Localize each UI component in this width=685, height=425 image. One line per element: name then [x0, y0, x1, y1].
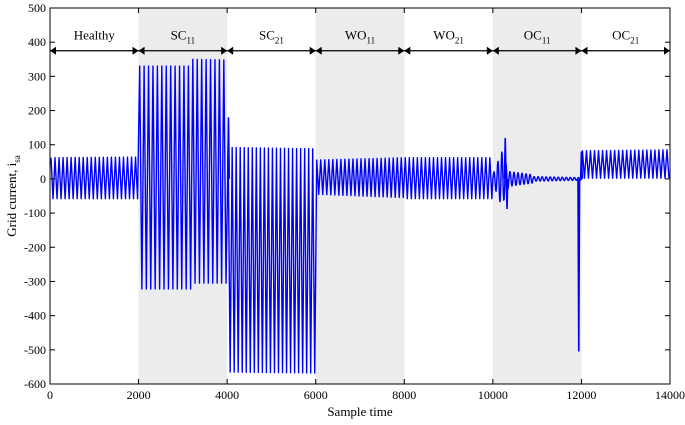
- segment-arrowhead-left-4: [404, 46, 411, 55]
- x-tick-label-4: 8000: [392, 388, 416, 402]
- plot-frame: [49, 7, 671, 385]
- segment-label-6: OC21: [612, 28, 639, 46]
- x-axis-ticks: 0 2000 4000 6000 8000 10000 12000 14000: [47, 8, 685, 402]
- segment-arrowhead-left-5: [492, 46, 499, 55]
- y-tick-label-6: 0: [40, 172, 46, 186]
- y-tick-label-10: 400: [28, 35, 46, 49]
- y-tick-label-9: 300: [28, 69, 46, 83]
- x-tick-label-7: 14000: [655, 388, 685, 402]
- segment-arrowhead-left-6: [581, 46, 588, 55]
- segment-arrowhead-left-2: [227, 46, 234, 55]
- y-tick-label-3: -300: [24, 274, 46, 288]
- signal-group: [50, 58, 670, 374]
- segment-label-3: WO11: [345, 28, 375, 46]
- segment-arrowhead-right-0: [132, 46, 139, 55]
- signal-spike-2: [505, 178, 509, 210]
- shaded-region-3: [315, 8, 405, 384]
- x-axis-title: Sample time: [327, 404, 393, 419]
- y-tick-label-1: -500: [24, 343, 46, 357]
- x-tick-label-2: 4000: [215, 388, 239, 402]
- segment-arrowhead-right-2: [309, 46, 316, 55]
- segment-label-2: SC21: [259, 28, 284, 46]
- x-tick-label-1: 2000: [127, 388, 151, 402]
- y-axis-title: Grid current, isa: [4, 155, 22, 237]
- y-tick-label-11: 500: [28, 1, 46, 15]
- segment-label-5: OC11: [524, 28, 551, 46]
- signal-spike-1: [503, 137, 507, 179]
- x-tick-label-6: 12000: [566, 388, 596, 402]
- y-axis-title-sub: sa: [12, 155, 22, 163]
- y-tick-label-8: 200: [28, 104, 46, 118]
- segment-label-4: WO21: [433, 28, 464, 46]
- y-tick-label-4: -200: [24, 240, 46, 254]
- segment-arrowhead-right-1: [221, 46, 228, 55]
- segment-arrowhead-right-5: [575, 46, 582, 55]
- x-tick-label-5: 10000: [478, 388, 508, 402]
- segment-label-0: Healthy: [74, 28, 116, 43]
- signal-spike-0: [226, 117, 231, 179]
- segment-label-1: SC11: [171, 28, 196, 46]
- segment-arrowhead-left-3: [315, 46, 322, 55]
- x-tick-label-0: 0: [47, 388, 53, 402]
- y-tick-label-2: -400: [24, 309, 46, 323]
- y-axis-title-main: Grid current, i: [4, 162, 19, 236]
- x-tick-label-3: 6000: [304, 388, 328, 402]
- segment-arrowhead-left-1: [138, 46, 145, 55]
- y-tick-label-7: 100: [28, 138, 46, 152]
- y-tick-label-5: -100: [24, 206, 46, 220]
- signal-spike-4: [579, 151, 584, 179]
- segment-arrowhead-right-6: [664, 46, 670, 55]
- shaded-regions: [138, 8, 582, 384]
- segment-annotations: Healthy SC11 SC21 WO11 WO21 OC11 OC21: [50, 28, 670, 55]
- y-axis-ticks: -600 -500 -400 -300 -200 -100 0 100 200 300 400 500: [24, 1, 670, 391]
- segment-arrowhead-right-3: [398, 46, 405, 55]
- series-line-0: [50, 58, 670, 374]
- segment-arrowhead-left-0: [50, 46, 56, 55]
- y-tick-label-0: -600: [24, 377, 46, 391]
- signal-spike-3: [577, 178, 581, 352]
- segment-arrowhead-right-4: [486, 46, 493, 55]
